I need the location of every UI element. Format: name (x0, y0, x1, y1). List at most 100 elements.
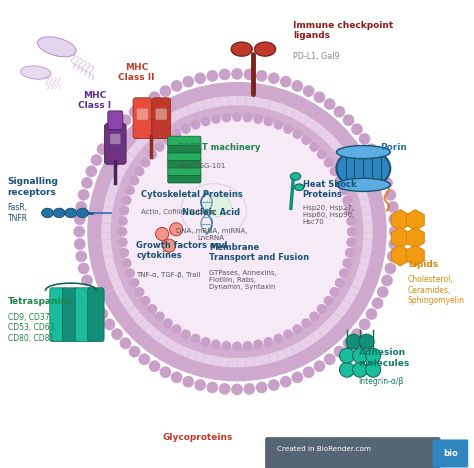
Circle shape (373, 298, 383, 308)
Circle shape (347, 227, 356, 236)
Circle shape (274, 121, 283, 129)
Ellipse shape (101, 96, 373, 367)
Circle shape (243, 113, 252, 122)
Circle shape (191, 334, 200, 343)
Circle shape (334, 346, 345, 357)
Circle shape (378, 287, 388, 297)
Circle shape (292, 372, 302, 382)
Text: Integrin-α/β: Integrin-α/β (359, 377, 404, 386)
Circle shape (170, 223, 182, 236)
Circle shape (219, 384, 230, 394)
Circle shape (256, 382, 267, 393)
Circle shape (389, 239, 400, 249)
Circle shape (104, 319, 115, 329)
Circle shape (191, 121, 200, 129)
Circle shape (97, 309, 108, 319)
Text: Hsp20, Hsp27,
Hsp60, Hsp90,
Hsc70: Hsp20, Hsp27, Hsp60, Hsp90, Hsc70 (302, 205, 354, 225)
Circle shape (172, 81, 182, 91)
FancyBboxPatch shape (108, 111, 123, 130)
FancyBboxPatch shape (152, 98, 171, 139)
Circle shape (79, 263, 89, 274)
Circle shape (336, 278, 344, 287)
Text: Nucleic Acid: Nucleic Acid (182, 208, 240, 218)
Text: Cholesterol,
Ceramides,
Sphingomyelin: Cholesterol, Ceramides, Sphingomyelin (408, 275, 465, 305)
Circle shape (76, 202, 86, 212)
Circle shape (148, 150, 156, 159)
Ellipse shape (87, 82, 387, 381)
Circle shape (284, 125, 292, 133)
Circle shape (173, 325, 181, 333)
Circle shape (330, 288, 339, 296)
Circle shape (292, 81, 302, 91)
FancyBboxPatch shape (265, 437, 440, 468)
FancyBboxPatch shape (155, 109, 167, 120)
Circle shape (269, 380, 279, 390)
Text: Immune checkpoint
ligands: Immune checkpoint ligands (293, 21, 393, 40)
Circle shape (233, 342, 241, 351)
Circle shape (385, 263, 395, 274)
Circle shape (173, 130, 181, 139)
Circle shape (318, 305, 326, 313)
Circle shape (120, 249, 128, 257)
Circle shape (343, 196, 352, 205)
Circle shape (256, 71, 267, 81)
Circle shape (79, 190, 89, 200)
Circle shape (212, 340, 220, 349)
Circle shape (254, 115, 262, 123)
Circle shape (222, 113, 231, 122)
Circle shape (139, 99, 149, 109)
Circle shape (155, 143, 164, 151)
Circle shape (302, 319, 310, 328)
Text: Signalling
receptors: Signalling receptors (8, 177, 59, 197)
Circle shape (343, 115, 354, 125)
Ellipse shape (65, 208, 77, 218)
Ellipse shape (42, 208, 53, 218)
Circle shape (130, 278, 138, 287)
Circle shape (389, 214, 400, 225)
FancyBboxPatch shape (105, 124, 126, 164)
Circle shape (366, 362, 381, 377)
FancyBboxPatch shape (168, 151, 201, 161)
Circle shape (324, 158, 333, 167)
Circle shape (160, 86, 171, 96)
Ellipse shape (337, 178, 390, 191)
FancyBboxPatch shape (168, 136, 201, 146)
Circle shape (201, 117, 210, 125)
Circle shape (347, 238, 356, 247)
Circle shape (112, 329, 122, 339)
Circle shape (385, 190, 395, 200)
Circle shape (353, 362, 367, 377)
Circle shape (233, 113, 241, 121)
Circle shape (74, 214, 85, 225)
Circle shape (324, 297, 333, 305)
Text: DNA, mRNA, miRNA,
LncRNA: DNA, mRNA, miRNA, LncRNA (175, 227, 247, 241)
Circle shape (139, 354, 149, 365)
FancyBboxPatch shape (50, 288, 66, 342)
Text: Tetraspanins: Tetraspanins (8, 297, 73, 307)
Circle shape (195, 380, 205, 390)
FancyBboxPatch shape (88, 288, 104, 342)
FancyBboxPatch shape (75, 288, 91, 342)
Ellipse shape (205, 195, 231, 216)
Circle shape (325, 99, 335, 109)
Ellipse shape (294, 184, 304, 190)
Ellipse shape (77, 208, 89, 218)
FancyBboxPatch shape (168, 159, 201, 168)
Circle shape (334, 107, 345, 117)
Circle shape (378, 166, 388, 176)
Circle shape (219, 69, 230, 80)
Circle shape (183, 377, 193, 387)
Circle shape (82, 178, 92, 188)
Ellipse shape (181, 183, 246, 237)
Circle shape (207, 382, 218, 393)
Circle shape (366, 309, 377, 319)
Circle shape (232, 69, 242, 79)
Circle shape (366, 144, 377, 154)
Text: Glycoproteins: Glycoproteins (162, 433, 232, 442)
Circle shape (352, 124, 362, 134)
Circle shape (182, 330, 190, 338)
Text: Heat Shock
Proteins: Heat Shock Proteins (302, 180, 356, 199)
Circle shape (373, 155, 383, 165)
Ellipse shape (255, 42, 275, 56)
Circle shape (302, 136, 310, 144)
